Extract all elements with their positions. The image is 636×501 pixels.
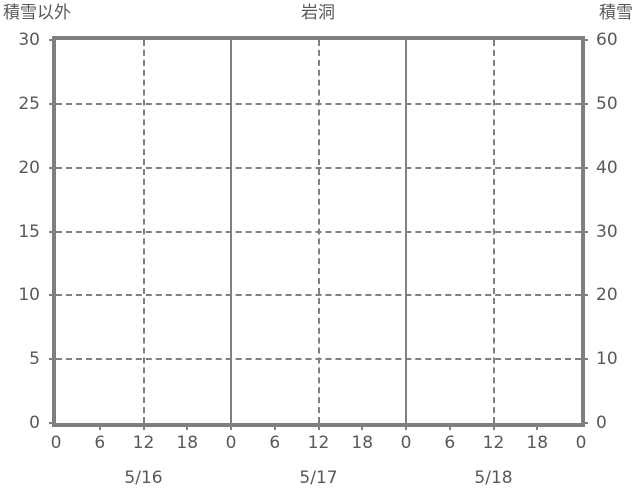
x-axis-hour-label: 6 (94, 433, 106, 453)
right-axis-tick-label: 50 (596, 93, 618, 114)
left-axis-tick-label: 25 (18, 93, 40, 114)
left-axis-tick (49, 102, 56, 105)
x-axis-hour-label: 12 (132, 433, 155, 453)
left-axis-tick (49, 230, 56, 233)
plot-grid (56, 40, 581, 423)
right-axis-tick-label: 60 (596, 30, 618, 50)
left-axis-tick (49, 422, 56, 424)
x-axis-hour-label: 0 (225, 433, 237, 453)
left-axis-tick-label: 5 (29, 349, 40, 370)
right-axis-tick (581, 102, 588, 105)
left-axis-tick-label: 10 (18, 285, 40, 306)
left-axis-tick (49, 166, 56, 169)
x-axis-tick (317, 423, 320, 430)
right-axis-tick (581, 294, 588, 297)
right-axis-tick-label: 30 (596, 221, 618, 242)
x-axis-tick (230, 423, 232, 430)
x-axis-tick (186, 423, 189, 430)
x-axis-tick (492, 423, 495, 430)
midday-gridline (142, 40, 145, 423)
left-axis-tick-label: 30 (18, 30, 40, 50)
right-axis-tick-label: 20 (596, 285, 618, 306)
right-axis-tick (581, 358, 588, 361)
midday-gridline (492, 40, 495, 423)
day-boundary-line (405, 40, 407, 423)
right-axis-tick-label: 0 (596, 413, 607, 433)
x-axis-hour-label: 12 (307, 433, 330, 453)
x-axis-hour-label: 6 (444, 433, 456, 453)
x-axis-hour-label: 6 (269, 433, 281, 453)
midday-gridline (317, 40, 320, 423)
right-axis-tick-label: 10 (596, 349, 618, 370)
left-axis-label: 積雪以外 (3, 3, 71, 23)
x-axis-hour-label: 18 (176, 433, 199, 453)
right-axis-tick (581, 166, 588, 169)
right-axis-label: 積雪 (599, 3, 633, 23)
x-axis-tick (361, 423, 364, 430)
x-axis-hour-label: 18 (526, 433, 549, 453)
x-axis-tick (273, 423, 276, 430)
left-axis-tick-label: 0 (29, 413, 40, 433)
x-axis-hour-label: 0 (50, 433, 62, 453)
x-axis-hour-label: 0 (575, 433, 587, 453)
x-axis-tick (98, 423, 101, 430)
x-axis-day-label: 5/16 (124, 468, 163, 488)
chart-title: 岩洞 (301, 3, 335, 23)
x-axis-day-label: 5/18 (474, 468, 513, 488)
x-axis-tick (142, 423, 145, 430)
x-axis-hour-label: 0 (400, 433, 412, 453)
left-axis-tick (49, 39, 56, 41)
left-axis-tick (49, 358, 56, 361)
right-axis-tick (581, 230, 588, 233)
x-axis-hour-label: 18 (351, 433, 374, 453)
x-axis-day-label: 5/17 (299, 468, 338, 488)
left-axis-tick-label: 20 (18, 157, 40, 178)
left-axis-tick-label: 15 (18, 221, 40, 242)
left-axis-tick (49, 294, 56, 297)
right-axis-tick-label: 40 (596, 157, 618, 178)
x-axis-tick (448, 423, 451, 430)
right-axis-tick (581, 422, 588, 424)
right-axis-tick (581, 39, 588, 41)
x-axis-tick (405, 423, 407, 430)
x-axis-tick (536, 423, 539, 430)
plot-area (49, 36, 588, 430)
day-boundary-line (230, 40, 232, 423)
x-axis-hour-label: 12 (482, 433, 505, 453)
